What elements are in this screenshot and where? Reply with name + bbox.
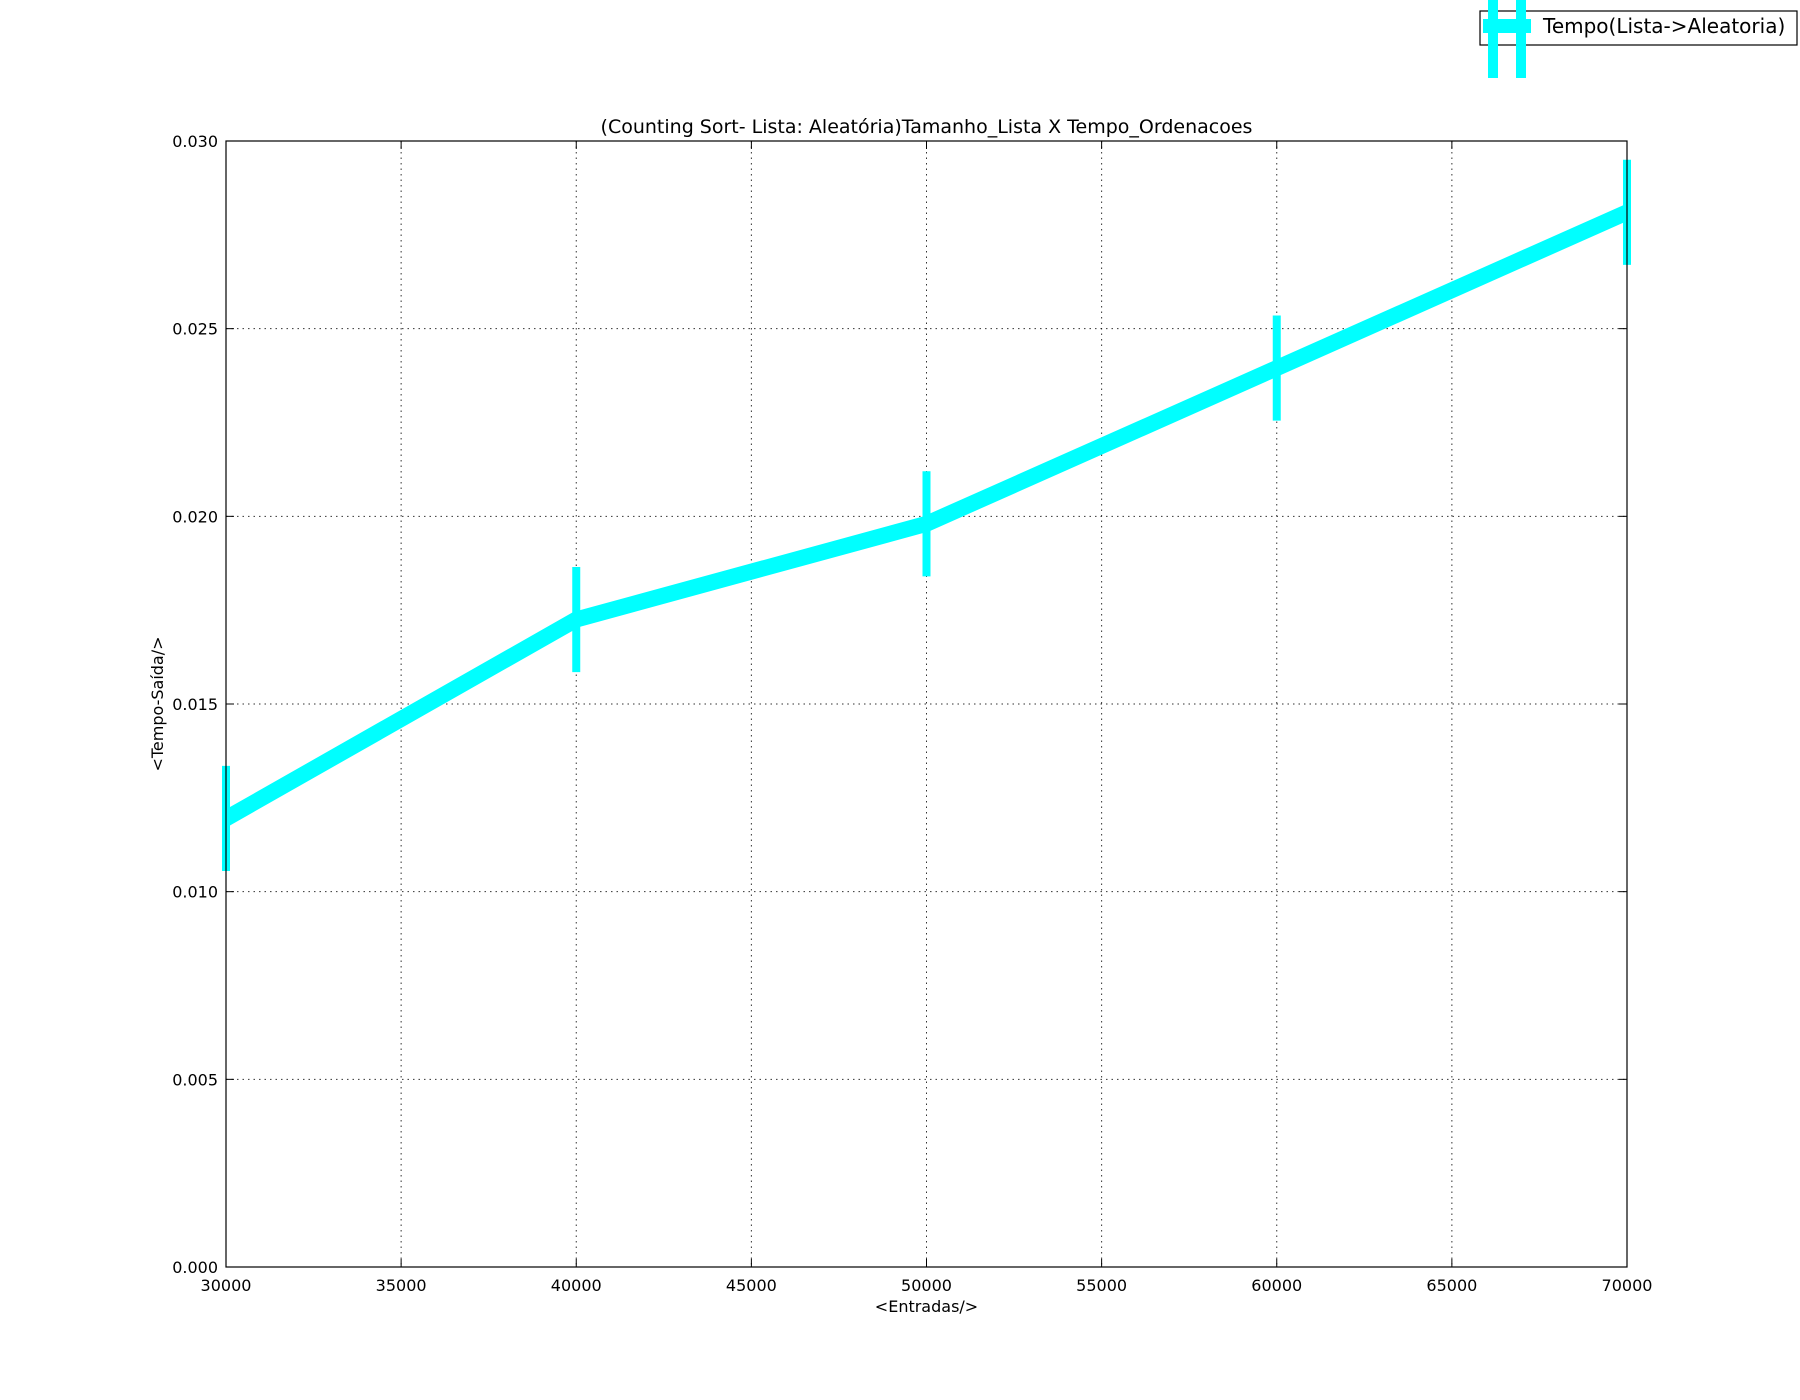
y-tick-label: 0.010 <box>172 883 218 902</box>
x-tick-label: 50000 <box>901 1276 952 1295</box>
x-axis-ticks: 30000 35000 40000 45000 50000 55000 60000 65000… <box>201 141 1653 1295</box>
data-point <box>575 619 577 621</box>
y-tick-label: 0.015 <box>172 695 218 714</box>
data-point <box>1276 367 1278 369</box>
x-tick-label: 60000 <box>1251 1276 1302 1295</box>
data-point <box>926 523 927 525</box>
y-tick-label: 0.030 <box>172 132 218 151</box>
legend: Tempo(Lista->Aleatoria) <box>1479 0 1798 78</box>
y-tick-label: 0.025 <box>172 320 218 339</box>
x-tick-label: 30000 <box>201 1276 252 1295</box>
y-axis-label: <Tempo-Saída/> <box>148 636 167 771</box>
y-tick-label: 0.000 <box>172 1258 218 1277</box>
x-axis-label: <Entradas/> <box>875 1297 978 1316</box>
x-tick-label: 70000 <box>1602 1276 1653 1295</box>
legend-box <box>1479 10 1798 46</box>
y-axis-ticks: 0.000 0.005 0.010 0.015 0.020 0.025 0.030 <box>172 132 1627 1277</box>
x-tick-label: 40000 <box>551 1276 602 1295</box>
x-tick-label: 55000 <box>1076 1276 1127 1295</box>
x-tick-label: 65000 <box>1426 1276 1477 1295</box>
legend-label: Tempo(Lista->Aleatoria) <box>1542 14 1785 38</box>
x-tick-label: 35000 <box>376 1276 427 1295</box>
y-tick-label: 0.020 <box>172 507 218 526</box>
y-tick-label: 0.005 <box>172 1070 218 1089</box>
x-tick-label: 45000 <box>726 1276 777 1295</box>
chart-title: (Counting Sort- Lista: Aleatória)Tamanho… <box>601 116 1253 138</box>
